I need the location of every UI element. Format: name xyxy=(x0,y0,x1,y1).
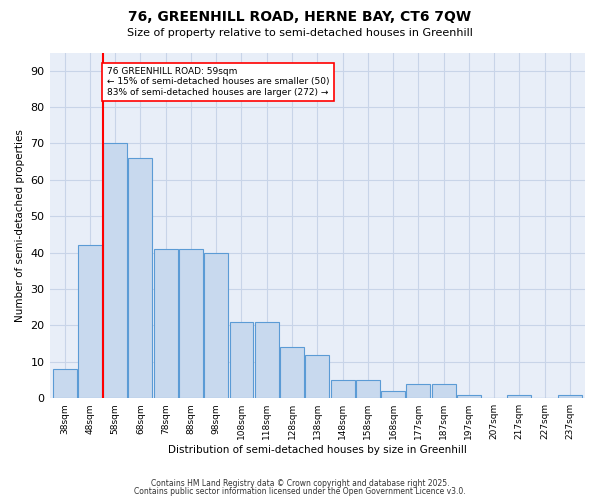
Bar xyxy=(53,369,77,398)
Text: 76, GREENHILL ROAD, HERNE BAY, CT6 7QW: 76, GREENHILL ROAD, HERNE BAY, CT6 7QW xyxy=(128,10,472,24)
Y-axis label: Number of semi-detached properties: Number of semi-detached properties xyxy=(15,129,25,322)
Bar xyxy=(255,322,279,398)
Bar xyxy=(508,394,532,398)
Text: Contains HM Land Registry data © Crown copyright and database right 2025.: Contains HM Land Registry data © Crown c… xyxy=(151,478,449,488)
Bar xyxy=(154,249,178,398)
Bar xyxy=(381,391,405,398)
Bar xyxy=(280,348,304,398)
Bar xyxy=(103,144,127,398)
X-axis label: Distribution of semi-detached houses by size in Greenhill: Distribution of semi-detached houses by … xyxy=(168,445,467,455)
Bar xyxy=(406,384,430,398)
Bar xyxy=(356,380,380,398)
Text: 76 GREENHILL ROAD: 59sqm
← 15% of semi-detached houses are smaller (50)
83% of s: 76 GREENHILL ROAD: 59sqm ← 15% of semi-d… xyxy=(107,67,329,97)
Bar xyxy=(457,394,481,398)
Bar xyxy=(78,246,102,398)
Text: Size of property relative to semi-detached houses in Greenhill: Size of property relative to semi-detach… xyxy=(127,28,473,38)
Bar xyxy=(558,394,582,398)
Bar xyxy=(305,354,329,398)
Bar xyxy=(128,158,152,398)
Bar xyxy=(431,384,455,398)
Bar xyxy=(204,252,228,398)
Bar xyxy=(230,322,253,398)
Text: Contains public sector information licensed under the Open Government Licence v3: Contains public sector information licen… xyxy=(134,487,466,496)
Bar xyxy=(331,380,355,398)
Bar xyxy=(179,249,203,398)
